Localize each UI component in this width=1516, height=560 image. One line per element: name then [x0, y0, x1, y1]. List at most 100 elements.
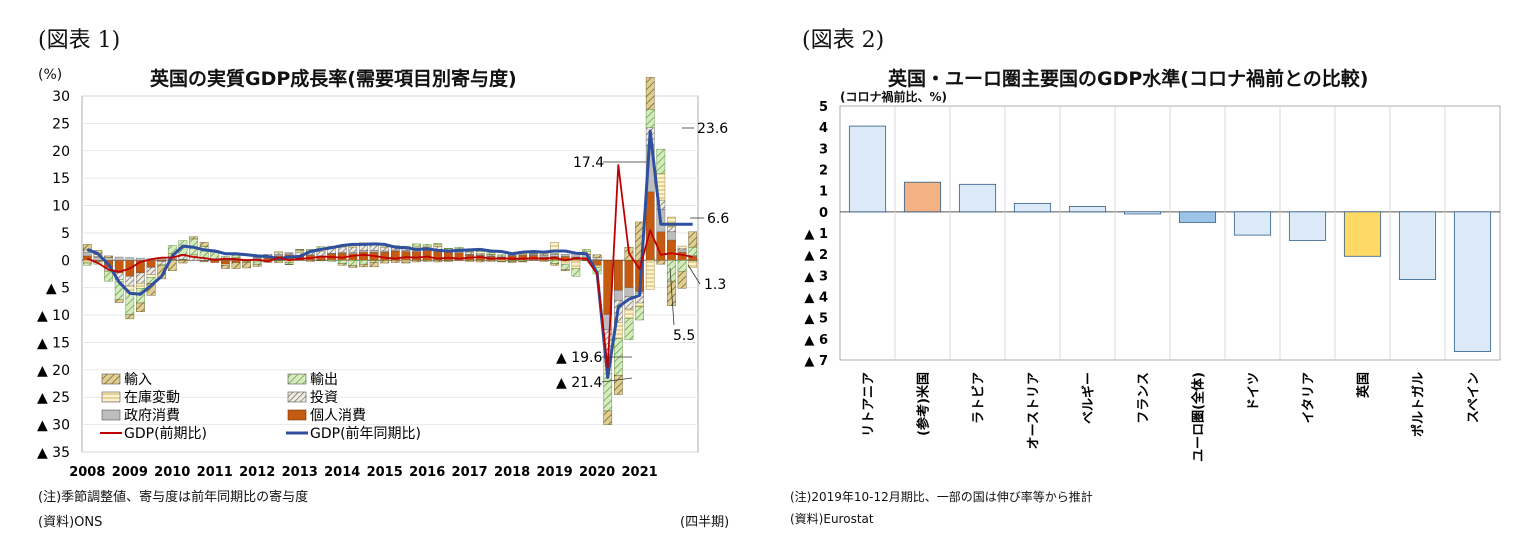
chart1-bar-investment: [380, 246, 390, 252]
chart2-y-tick: 5: [819, 100, 828, 115]
chart1-bar-exports: [433, 243, 443, 245]
chart1-bar-investment: [465, 251, 474, 255]
chart2-y-tick: ▲ 4: [804, 291, 828, 306]
chart1-bar-exports: [497, 254, 506, 257]
chart1-bar-investment: [592, 257, 602, 260]
chart1-bar-consumption: [380, 251, 390, 261]
legend-label-consumption: 個人消費: [310, 408, 366, 424]
figure2-label: (図表 2): [802, 28, 885, 53]
chart1-bar-government: [614, 290, 623, 302]
chart2-bar: [958, 183, 997, 213]
chart1-x-tick: 2011: [197, 465, 233, 480]
chart2-bar: [848, 125, 887, 213]
chart1-bar-inventory: [433, 244, 443, 247]
chart1-bar-investment: [348, 246, 358, 253]
chart1-x-tick: 2020: [579, 465, 615, 480]
chart1-y-tick: ▲ 30: [37, 418, 70, 434]
chart1-y-tick: 20: [52, 144, 70, 160]
chart1-bar-exports: [624, 318, 634, 340]
chart2-bar: [1068, 206, 1107, 213]
chart2-title: 英国・ユーロ圏主要国のGDP水準(コロナ禍前との比較): [888, 68, 1369, 90]
chart1-bar-imports: [252, 263, 262, 267]
chart1-bar-imports: [242, 262, 251, 269]
chart1-bar-imports: [688, 231, 698, 248]
chart1-bar-imports: [284, 263, 294, 265]
chart1-line-gdp-qoq: [86, 164, 693, 369]
chart2-y-tick: 1: [819, 185, 828, 200]
legend-label-gdp-yoy: GDP(前年同期比): [310, 425, 421, 442]
chart1-bar-consumption: [231, 260, 241, 263]
chart2-x-label: リトアニア: [862, 372, 877, 437]
chart1-bar-government: [348, 251, 358, 254]
chart1-annotations: 17.4 23.6 6.6 1.3 5.5 ▲ 19.6 ▲ 21.4: [556, 121, 729, 391]
chart1-x-tick: 2014: [324, 465, 360, 480]
chart1-bar-inventory: [624, 308, 634, 319]
chart2-bar: [1453, 211, 1492, 352]
chart1-x-tick: 2010: [154, 465, 190, 480]
chart1-period: (四半期): [680, 515, 730, 530]
chart1-lines: [86, 129, 693, 379]
chart1-bar-imports: [178, 260, 188, 264]
legend-swatch-exports: [287, 373, 307, 385]
chart2-x-label: ユーロ圏(全体): [1191, 372, 1207, 462]
chart1-bar-exports: [104, 271, 113, 282]
figure1-label: (図表 1): [38, 28, 121, 53]
chart1-x-tick: 2016: [409, 465, 445, 480]
chart1-bar-imports: [199, 242, 209, 247]
chart1-bar-exports: [82, 262, 92, 266]
chart1-bar-exports: [667, 260, 676, 282]
legend-label-government: 政府消費: [124, 408, 180, 424]
chart1-bar-inventory: [635, 302, 644, 308]
chart1-bar-investment: [337, 247, 347, 253]
chart1-bar-imports: [189, 236, 198, 240]
chart2-x-label: イタリア: [1302, 372, 1317, 423]
chart1-bar-imports: [274, 260, 283, 263]
chart2-y-tick: ▲ 1: [804, 227, 828, 242]
chart1-bar-consumption: [221, 260, 230, 265]
chart1-bar-imports: [369, 262, 379, 268]
chart1-bar-consumption: [146, 260, 156, 268]
chart1-bar-consumption: [592, 260, 602, 266]
chart2-bar: [1233, 211, 1272, 236]
chart2-grid: [839, 105, 1501, 361]
chart1-x-tick: 2015: [367, 465, 403, 480]
chart1-bar-exports: [231, 255, 241, 258]
chart1-bar-inventory: [295, 250, 305, 253]
chart1-bar-consumption: [359, 251, 368, 261]
chart1-bar-imports: [231, 262, 241, 269]
chart1-bar-inventory: [571, 260, 581, 269]
chart1-bar-government: [136, 257, 145, 261]
chart1-x-tick: 2013: [282, 465, 318, 480]
chart1-bar-exports: [167, 245, 177, 254]
chart1-y-axis: 30 25 20 15 10 5 0 ▲ 5 ▲ 10 ▲ 15 ▲ 20 ▲ 25 ▲ 30 ▲ 35: [37, 89, 70, 461]
chart1-bar-imports: [422, 260, 432, 262]
chart1-bar-imports: [465, 260, 474, 262]
chart1-y-tick: ▲ 25: [37, 390, 70, 406]
chart2-x-label: 英国: [1356, 372, 1372, 399]
chart1-bar-exports: [369, 260, 379, 263]
chart1-bar-government: [667, 231, 676, 241]
chart2-x-label: (参考)米国: [916, 372, 932, 436]
chart2-x-label: ラトビア: [971, 372, 987, 424]
chart1-y-tick: ▲ 15: [37, 335, 70, 351]
legend-label-inventory: 在庫変動: [124, 389, 180, 406]
chart1-bar-government: [550, 254, 559, 257]
chart1-bar-exports: [560, 263, 570, 270]
chart1-bar-inventory: [667, 216, 676, 228]
chart1-bar-inventory: [401, 260, 411, 263]
chart1-bar-government: [624, 287, 634, 297]
chart1-bar-exports: [327, 260, 336, 262]
chart1-bar-investment: [274, 252, 283, 255]
chart2-bar: [1178, 211, 1217, 223]
legend-label-gdp-qoq: GDP(前期比): [124, 425, 207, 442]
chart1-bar-exports: [412, 243, 421, 247]
chart2-y-tick: ▲ 2: [804, 248, 828, 263]
chart1-bar-investment: [316, 251, 326, 257]
chart1-bar-consumption: [401, 251, 411, 261]
chart1-bar-imports: [348, 265, 358, 268]
chart2-svg: 5 4 3 2 1 0 ▲ 1 ▲ 2 ▲ 3 ▲ 4 ▲ 5 ▲ 6 ▲ 7 リトアニア (参考)米国 ラ…: [804, 100, 1501, 462]
chart1-x-tick: 2018: [494, 465, 530, 480]
chart1-bar-consumption: [614, 260, 623, 291]
chart2-y-tick: ▲ 5: [804, 312, 828, 327]
